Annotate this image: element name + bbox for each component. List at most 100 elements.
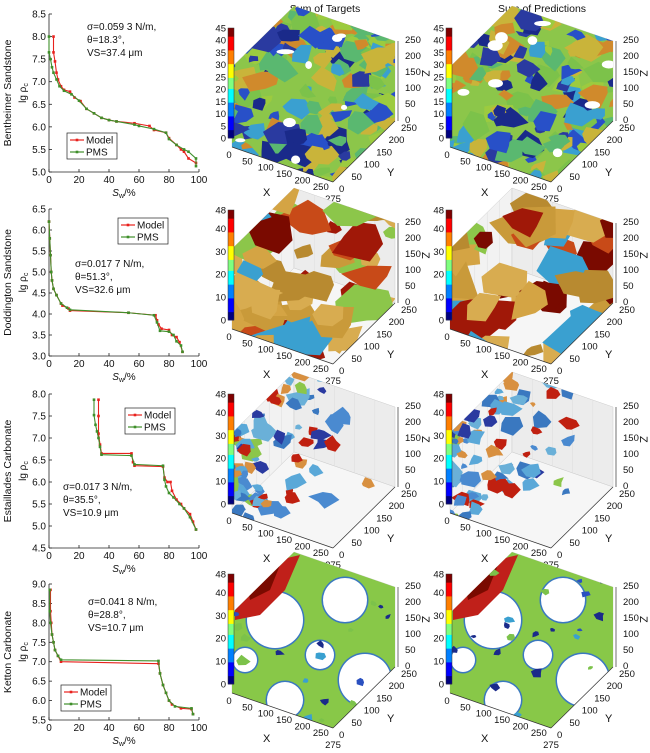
colorbar-segment	[446, 41, 452, 45]
y-tick-label: 250	[401, 305, 417, 316]
x-tick-label: 150	[276, 351, 292, 362]
pore-hole	[584, 101, 601, 109]
pore-blob	[318, 718, 325, 723]
colorbar-segment	[446, 116, 452, 120]
pore-blob	[252, 97, 266, 111]
x-axis-title: X	[263, 733, 271, 745]
x-tick-label: 0	[444, 516, 449, 527]
colorbar-segment	[228, 407, 234, 411]
colorbar-tick-label: 48	[215, 570, 226, 581]
pore-blob	[293, 244, 314, 259]
colorbar-segment	[228, 427, 234, 431]
colorbar-tick-label: 20	[433, 634, 444, 645]
colorbar-tick-label: 0	[439, 316, 444, 327]
parameter-annotation: θ=35.5°,	[63, 495, 101, 506]
colorbar-segment	[228, 653, 234, 657]
parameter-annotation: σ=0.041 8 N/m,	[88, 597, 157, 608]
colorbar-segment	[446, 121, 452, 125]
z-tick-label: 100	[623, 449, 639, 460]
x-axis-title: X	[481, 733, 489, 745]
data-point-model	[52, 51, 55, 54]
pore-blob	[494, 471, 509, 481]
colorbar-segment	[228, 473, 234, 477]
colorbar-segment	[446, 74, 452, 78]
data-point-model	[170, 333, 174, 337]
colorbar-segment	[228, 256, 234, 260]
data-point-pms	[48, 588, 52, 592]
colorbar-segment	[228, 229, 234, 233]
pore-blob	[450, 168, 468, 182]
z-tick-label: 150	[623, 67, 639, 78]
y-tick-label: 0	[557, 184, 562, 195]
data-point-model	[97, 432, 100, 435]
pore-blob	[479, 47, 502, 67]
colorbar-segment	[446, 476, 452, 480]
colorbar-segment	[446, 251, 452, 255]
prediction-volume-panel: 0501001502002502750501001502002500501001…	[433, 551, 649, 751]
colorbar-segment	[228, 399, 234, 403]
legend-label: PMS	[86, 148, 108, 159]
data-point-pms	[49, 253, 52, 257]
data-point-model	[179, 707, 183, 710]
colorbar-segment	[446, 298, 452, 302]
y-tick-label: 250	[401, 123, 417, 134]
x-tick-label: 250	[313, 728, 329, 739]
pore-blob	[311, 407, 320, 416]
data-point-pms	[194, 157, 198, 160]
pore-blob	[278, 199, 332, 235]
y-tick-label: 250	[619, 123, 635, 134]
pore-blob	[450, 724, 455, 728]
x-tick-label: 0	[46, 359, 52, 370]
x-tick-label: 20	[73, 723, 85, 734]
colorbar-segment	[446, 132, 452, 136]
colorbar-segment	[228, 267, 234, 271]
pore-blob	[454, 25, 482, 48]
colorbar-segment	[228, 396, 234, 400]
colorbar-segment	[446, 292, 452, 296]
colorbar-tick-label: 45	[433, 24, 444, 35]
data-point-model	[130, 452, 133, 455]
pore-blob	[463, 6, 488, 31]
colorbar-segment	[228, 135, 234, 139]
colorbar-segment	[446, 210, 452, 214]
data-point-pms	[100, 116, 103, 120]
colorbar-segment	[446, 582, 452, 586]
colorbar-segment	[228, 498, 234, 502]
z-tick-label: 50	[405, 465, 416, 476]
colorbar-segment	[446, 601, 452, 605]
colorbar-segment	[228, 243, 234, 247]
y-tick-label: 8.5	[32, 10, 46, 21]
colorbar-segment	[446, 659, 452, 663]
pore-hole	[233, 14, 249, 22]
pore-blob	[542, 45, 553, 56]
x-tick-label: 0	[46, 551, 52, 562]
legend-label: PMS	[144, 423, 166, 434]
z-tick-label: 250	[623, 581, 639, 592]
data-point-pms	[194, 528, 198, 531]
legend-label: Model	[144, 411, 171, 422]
series-line-pms	[49, 589, 194, 715]
pore-blob	[313, 52, 333, 69]
x-axis-line	[231, 692, 334, 729]
z-tick-label: 100	[405, 449, 421, 460]
z-tick-label: 50	[405, 99, 416, 110]
data-point-model	[59, 660, 63, 664]
y-axis-line	[550, 666, 614, 729]
colorbar-segment	[446, 69, 452, 73]
colorbar-tick-label: 10	[215, 477, 226, 488]
data-point-pms	[65, 306, 69, 309]
y-tick-label: 3.5	[32, 331, 46, 342]
data-point-pms	[49, 57, 52, 61]
colorbar-segment	[228, 579, 234, 583]
z-tick-label: 200	[405, 597, 421, 608]
pore-blob	[273, 429, 286, 445]
colorbar-segment	[228, 468, 234, 472]
colorbar-segment	[446, 410, 452, 414]
y-tick-label: 6.0	[32, 122, 46, 133]
colorbar-segment	[228, 237, 234, 241]
colorbar-tick-label: 25	[433, 72, 444, 83]
data-point-model	[157, 323, 160, 326]
colorbar-segment	[446, 670, 452, 674]
pore-blob	[600, 116, 613, 134]
